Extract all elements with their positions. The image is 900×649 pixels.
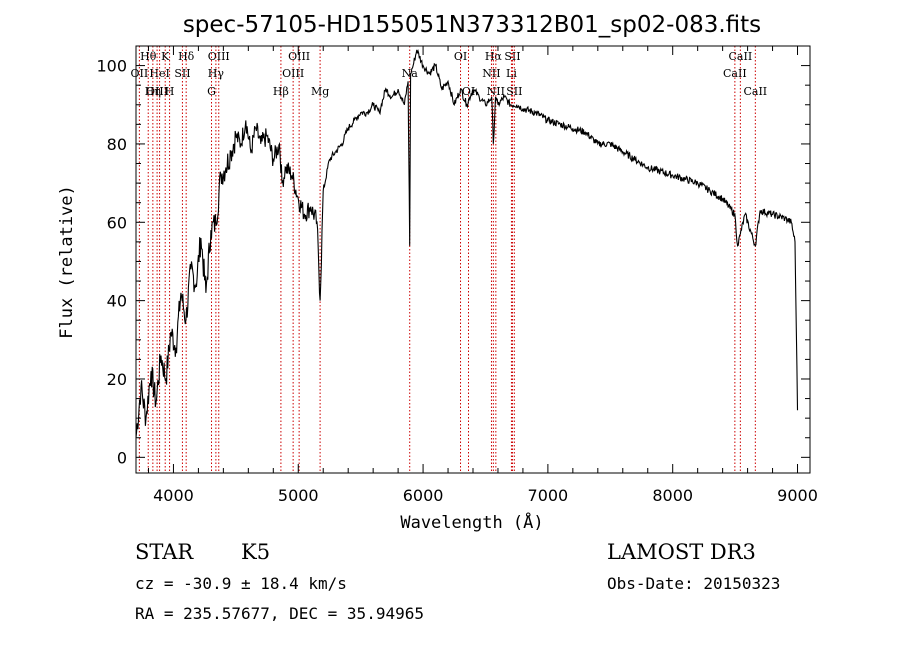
object-class: STAR	[135, 540, 194, 564]
survey-name: LAMOST DR3	[607, 540, 756, 564]
x-tick-label-0: 4000	[153, 486, 194, 505]
axes: 4000 5000 6000 7000 8000 9000 0 20 40 60 80 100	[96, 45, 818, 505]
object-subclass: K5	[241, 540, 270, 564]
redshift-info: cz = -30.9 ± 18.4 km/s	[135, 574, 347, 593]
line-label-7: Hη	[145, 85, 161, 98]
spectrum-line	[135, 48, 799, 438]
line-label-6: OIII	[146, 85, 168, 98]
y-tick-label-3: 60	[107, 213, 127, 232]
line-label-2: Hδ	[178, 50, 195, 63]
line-label-27: CaII	[743, 85, 767, 98]
line-label-10: Hγ	[208, 67, 225, 80]
line-label-13: OIII	[282, 67, 304, 80]
y-axis-label: Flux (relative)	[57, 185, 77, 339]
chart-title: spec-57105-HD155051N373312B01_sp02-083.f…	[183, 12, 761, 38]
line-label-0: Hθ	[140, 50, 157, 63]
x-tick-label-2: 6000	[403, 486, 444, 505]
line-label-26: CaII	[723, 67, 747, 80]
line-label-8: H	[165, 85, 175, 98]
line-label-15: Mg	[311, 85, 329, 98]
x-tick-label-3: 7000	[528, 486, 569, 505]
line-label-5: SII	[174, 67, 190, 80]
y-tick-label-4: 80	[107, 135, 127, 154]
line-label-16: Na	[402, 67, 419, 80]
x-tick-label-1: 5000	[278, 486, 319, 505]
x-axis-label: Wavelength (Å)	[400, 511, 543, 533]
line-label-17: OI	[454, 50, 467, 63]
y-tick-label-2: 40	[107, 292, 127, 311]
x-tick-label-4: 8000	[652, 486, 693, 505]
observation-date: Obs-Date: 20150323	[607, 574, 780, 593]
line-label-20: SII	[504, 50, 520, 63]
line-label-14: Hβ	[273, 85, 289, 98]
x-tick-label-5: 9000	[777, 486, 818, 505]
y-tick-label-5: 100	[96, 57, 127, 76]
plot-frame	[135, 45, 811, 474]
line-label-22: Li	[506, 67, 517, 80]
line-label-11: G	[207, 85, 216, 98]
line-label-9: OIII	[208, 50, 230, 63]
y-tick-label-1: 20	[107, 370, 127, 389]
line-label-23: NII	[487, 85, 505, 98]
line-label-1: K	[161, 50, 170, 63]
line-label-19: Hα	[485, 50, 503, 63]
y-tick-label-0: 0	[117, 448, 127, 467]
line-label-21: NII	[482, 67, 500, 80]
line-label-24: SII	[506, 85, 522, 98]
line-label-4: HeI	[149, 67, 169, 80]
plot-area	[135, 48, 799, 438]
line-label-25: CaII	[729, 50, 753, 63]
coordinates-info: RA = 235.57677, DEC = 35.94965	[135, 604, 424, 623]
line-label-3: OII	[131, 67, 149, 80]
line-label-12: OIII	[288, 50, 310, 63]
